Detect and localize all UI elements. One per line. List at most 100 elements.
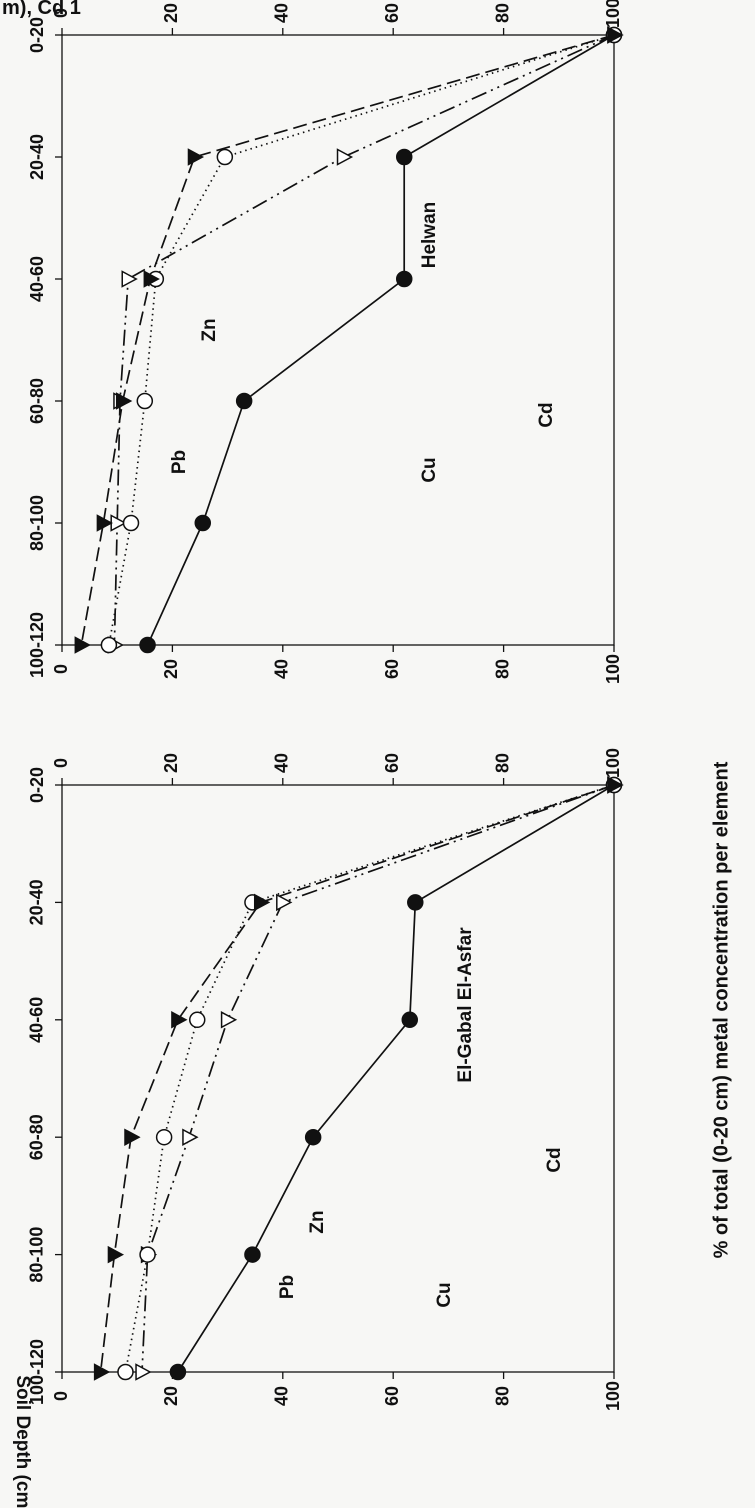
value-tick-label-bottom: 100: [603, 654, 623, 684]
data-point-pb: [93, 1363, 111, 1381]
value-tick-label-bottom: 40: [272, 1386, 292, 1406]
category-tick-label: 0-20: [27, 17, 47, 53]
data-point-cu: [188, 1011, 206, 1029]
data-point-zn: [135, 1363, 152, 1381]
data-point-pb: [96, 514, 113, 532]
chart-helwan: 0 0 20 20 40 40 60 60 80 80 100 100 0-20 20-40 40-60 60…: [27, 0, 624, 684]
data-point-cd: [244, 1246, 261, 1263]
data-point-pb: [171, 1011, 188, 1029]
header-fragment: m), Cd 1: [2, 0, 81, 19]
data-point-cd: [169, 1363, 187, 1381]
data-point-zn: [336, 148, 354, 166]
category-tick-label: 80-100: [27, 495, 47, 551]
data-point-cu: [122, 514, 140, 532]
data-point-zn: [220, 1011, 238, 1029]
series-label-zn: Zn: [199, 318, 220, 341]
data-point-cd: [401, 1011, 419, 1029]
data-point-pb: [143, 270, 160, 288]
data-point-pb: [607, 776, 624, 794]
value-tick-label-top: 80: [492, 753, 512, 773]
series-label-cd: Cd: [536, 402, 557, 427]
value-tick-label-top: 100: [603, 0, 623, 28]
value-tick-label-bottom: 80: [492, 659, 512, 679]
data-point-cd: [139, 636, 156, 654]
series-line-cd: [177, 784, 615, 1373]
value-tick-label-top: 20: [161, 753, 181, 773]
category-tick-label: 20-40: [27, 879, 47, 925]
value-tick-label-top: 0: [51, 8, 71, 18]
category-tick-label: 100-120: [27, 1339, 47, 1405]
value-tick-label-top: 0: [51, 758, 71, 768]
data-point-cu: [155, 1128, 173, 1146]
series-label-cu: Cu: [419, 457, 440, 482]
data-point-cu: [100, 636, 118, 654]
value-tick-label-top: 100: [603, 748, 623, 778]
x-axis-label: Soil Depth (cm): [12, 1375, 33, 1508]
chart-title: Helwan: [419, 202, 440, 269]
series-line-pb: [80, 34, 615, 646]
category-tick-label: 60-80: [27, 1114, 47, 1160]
category-tick-label: 0-20: [27, 767, 47, 803]
category-tick-label: 40-60: [27, 997, 47, 1043]
shared-labels: Soil Depth (cm) % of total (0-20 cm) meta…: [12, 761, 732, 1508]
data-point-pb: [115, 392, 133, 410]
data-point-cd: [395, 148, 413, 166]
chart-el-gabal-el-asfar: 0 0 20 20 40 40 60 60 80 80 100 100 0-20 20-40 40-60 60…: [27, 748, 624, 1411]
data-point-cd: [407, 894, 424, 911]
data-point-pb: [124, 1128, 141, 1146]
plot-frame: [61, 784, 615, 1373]
value-tick-label-top: 60: [382, 3, 402, 23]
value-tick-label-top: 60: [382, 753, 402, 773]
value-tick-label-bottom: 60: [382, 659, 402, 679]
data-point-cd: [235, 392, 253, 410]
data-point-pb: [253, 893, 271, 912]
value-tick-label-bottom: 0: [51, 1391, 71, 1401]
data-point-pb: [607, 26, 624, 44]
series-line-pb: [99, 784, 615, 1373]
data-point-cu: [216, 148, 234, 166]
data-point-cu: [139, 1246, 156, 1263]
data-point-pb: [74, 636, 91, 654]
data-point-cu: [136, 392, 154, 410]
data-point-pb: [187, 148, 205, 166]
series-line-cu: [124, 784, 615, 1373]
value-tick-label-top: 40: [272, 3, 292, 23]
data-point-zn: [276, 893, 293, 912]
series-label-zn: Zn: [307, 1210, 328, 1233]
data-point-pb: [107, 1245, 125, 1264]
category-tick-label: 80-100: [27, 1227, 47, 1283]
y-axis-label: % of total (0-20 cm) metal concentration…: [710, 761, 732, 1258]
value-tick-label-top: 80: [492, 3, 512, 23]
series-label-pb: Pb: [169, 450, 190, 474]
series-label-pb: Pb: [277, 1275, 298, 1299]
value-tick-label-bottom: 20: [161, 659, 181, 679]
value-tick-label-bottom: 20: [161, 1386, 181, 1406]
data-point-cd: [194, 514, 212, 532]
value-tick-label-bottom: 60: [382, 1386, 402, 1406]
category-tick-label: 40-60: [27, 256, 47, 302]
category-tick-label: 60-80: [27, 378, 47, 424]
category-tick-label: 20-40: [27, 134, 47, 180]
data-point-cd: [304, 1128, 322, 1146]
value-tick-label-bottom: 80: [492, 1386, 512, 1406]
header-layer: m), Cd 1: [2, 0, 81, 19]
value-tick-label-bottom: 100: [603, 1381, 623, 1411]
chart-title: El-Gabal El-Asfar: [455, 927, 476, 1083]
series-line-cu: [108, 34, 615, 646]
value-tick-label-top: 40: [272, 753, 292, 773]
data-point-cd: [395, 270, 413, 288]
value-tick-label-top: 20: [161, 3, 181, 23]
value-tick-label-bottom: 40: [272, 659, 292, 679]
data-point-zn: [121, 270, 138, 288]
series-line-zn: [141, 784, 615, 1373]
series-label-cu: Cu: [434, 1282, 455, 1307]
series-line-cd: [146, 34, 615, 646]
data-point-cu: [117, 1363, 134, 1381]
series-line-zn: [113, 34, 615, 646]
value-tick-label-bottom: 0: [51, 664, 71, 674]
series-label-cd: Cd: [544, 1147, 565, 1172]
plot-frame: [61, 34, 615, 646]
category-tick-label: 100-120: [27, 612, 47, 678]
data-point-zn: [182, 1128, 199, 1146]
